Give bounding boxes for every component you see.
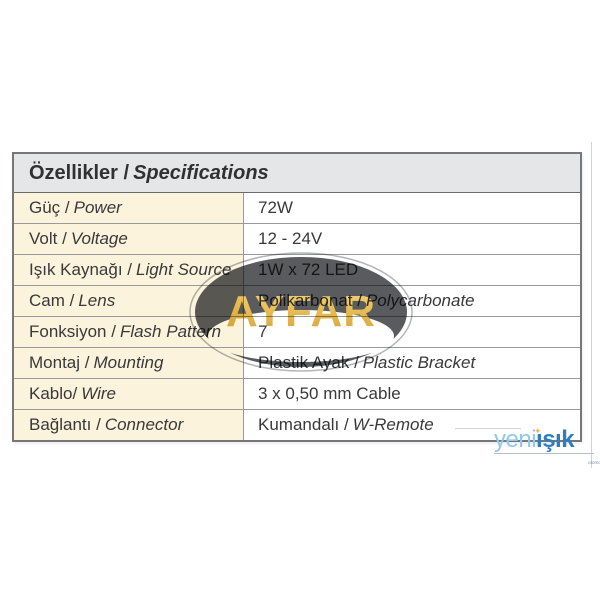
spec-value-cell: Polikarbonat / Polycarbonate (244, 286, 580, 316)
table-row: Işık Kaynağı / Light Source 1W x 72 LED (14, 254, 580, 285)
table-row: Montaj / Mounting Plastik Ayak / Plastic… (14, 347, 580, 378)
table-row: Bağlantı / Connector Kumandalı / W-Remot… (14, 409, 580, 440)
spec-value-italic: Plastic Bracket (362, 353, 476, 372)
spec-label-en: Lens (78, 291, 116, 310)
table-row: Kablo/ Wire 3 x 0,50 mm Cable (14, 378, 580, 409)
table-header: Özellikler / Specifications (14, 154, 580, 193)
sparkle-icon: ✦ (534, 426, 542, 436)
yenisik-logo: yeni✦ışık otomotiv yedek parça san. ve t… (494, 426, 600, 473)
spec-value-main: Plastik Ayak / (258, 353, 359, 372)
spec-label-cell: Fonksiyon / Flash Pattern (14, 317, 244, 347)
header-title-tr: Özellikler / (29, 161, 130, 184)
spec-label-tr: Kablo/ (29, 384, 78, 403)
spec-label-en: Connector (104, 415, 184, 434)
table-row: Volt / Voltage 12 - 24V (14, 223, 580, 254)
spec-label-tr: Bağlantı / (29, 415, 101, 434)
spec-label-tr: Işık Kaynağı / (29, 260, 132, 279)
spec-value-italic: W-Remote (352, 415, 434, 434)
table-body: Güç / Power 72W Volt / Voltage 12 - 24V … (14, 193, 580, 440)
logo-wordmark: yeni ✦ ışık (494, 426, 594, 453)
spec-value-main: Kumandalı / (258, 415, 349, 434)
spec-value-main: 12 - 24V (258, 229, 323, 248)
spec-value-cell: 7 (244, 317, 580, 347)
spec-value-main: 3 x 0,50 mm Cable (258, 384, 401, 403)
spec-label-tr: Montaj / (29, 353, 90, 372)
logo-slogan-wrap: otomotiv yedek parça san. ve tic. ltd. ş… (494, 455, 600, 473)
spec-label-tr: Güç / (29, 198, 70, 217)
spec-label-cell: Montaj / Mounting (14, 348, 244, 378)
spec-value-cell: Kumandalı / W-Remote (244, 410, 580, 440)
spec-label-cell: Volt / Voltage (14, 224, 244, 254)
spec-value-cell: Plastik Ayak / Plastic Bracket (244, 348, 580, 378)
logo-text-isik-label: ışık (536, 426, 575, 453)
spec-value-main: 72W (258, 198, 293, 217)
table-row: Güç / Power 72W (14, 193, 580, 223)
guide-line-vertical (591, 142, 592, 468)
spec-value-main: 7 (258, 322, 268, 341)
spec-label-tr: Fonksiyon / (29, 322, 116, 341)
spec-label-cell: Cam / Lens (14, 286, 244, 316)
table-row: Cam / Lens Polikarbonat / Polycarbonate (14, 285, 580, 316)
logo-divider-line (494, 453, 594, 454)
spec-value-italic: Polycarbonate (365, 291, 475, 310)
spec-label-cell: Bağlantı / Connector (14, 410, 244, 440)
spec-value-main: 1W x 72 LED (258, 260, 359, 279)
logo-slogan: otomotiv yedek parça san. ve tic. ltd. ş… (587, 460, 600, 466)
spec-label-tr: Cam / (29, 291, 75, 310)
spec-label-en: Voltage (70, 229, 128, 248)
spec-value-main: Polikarbonat / (258, 291, 362, 310)
spec-label-cell: Güç / Power (14, 193, 244, 223)
spec-value-cell: 72W (244, 193, 580, 223)
specifications-table: Özellikler / Specifications Güç / Power … (12, 152, 582, 442)
spec-label-cell: Işık Kaynağı / Light Source (14, 255, 244, 285)
logo-text-yeni: yeni (494, 426, 537, 453)
spec-value-cell: 3 x 0,50 mm Cable (244, 379, 580, 409)
header-title-en: Specifications (133, 161, 269, 184)
spec-value-cell: 1W x 72 LED (244, 255, 580, 285)
spec-label-en: Wire (81, 384, 116, 403)
spec-label-cell: Kablo/ Wire (14, 379, 244, 409)
spec-label-en: Power (73, 198, 122, 217)
spec-value-cell: 12 - 24V (244, 224, 580, 254)
spec-label-en: Mounting (93, 353, 164, 372)
guide-line-horizontal (455, 428, 521, 429)
table-row: Fonksiyon / Flash Pattern 7 (14, 316, 580, 347)
spec-label-tr: Volt / (29, 229, 67, 248)
spec-label-en: Flash Pattern (119, 322, 222, 341)
logo-text-isik: ✦ ışık (534, 426, 575, 453)
spec-label-en: Light Source (136, 260, 232, 279)
